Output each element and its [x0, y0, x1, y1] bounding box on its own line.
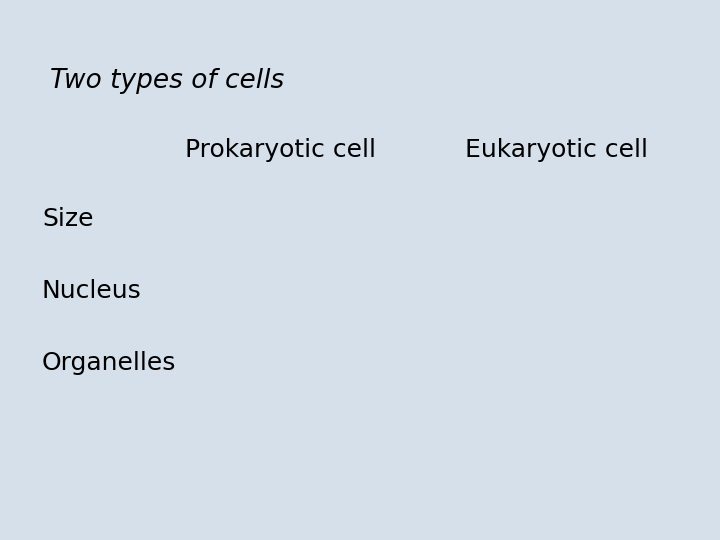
Text: Organelles: Organelles [42, 351, 176, 375]
Text: Size: Size [42, 207, 94, 231]
Text: Eukaryotic cell: Eukaryotic cell [465, 138, 648, 162]
Text: Two types of cells: Two types of cells [50, 68, 284, 94]
Text: Prokaryotic cell: Prokaryotic cell [185, 138, 376, 162]
Text: Nucleus: Nucleus [42, 279, 142, 303]
